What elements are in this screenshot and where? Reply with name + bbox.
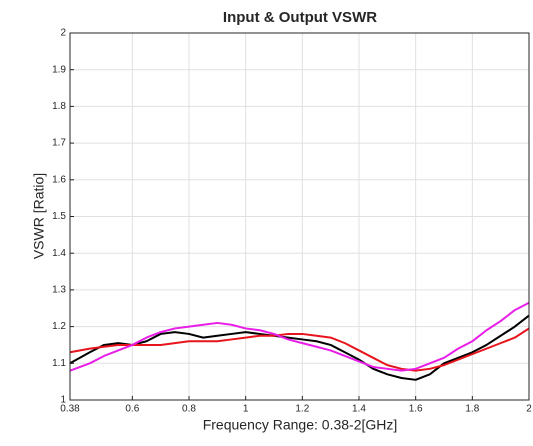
x-tick-label: 0.38	[60, 404, 80, 415]
y-tick-label: 1.5	[52, 211, 66, 222]
plot-frame	[69, 32, 530, 401]
y-tick-label: 1.1	[52, 358, 66, 369]
series-line	[69, 301, 530, 372]
series-line	[69, 314, 530, 381]
x-tick-label: 1.6	[409, 404, 423, 415]
y-tick-label: 1.6	[52, 174, 66, 185]
x-tick-label: 0.6	[125, 404, 139, 415]
y-tick-label: 1.2	[52, 321, 66, 332]
y-tick-label: 1.4	[52, 248, 66, 259]
y-axis-label: VSWR [Ratio]	[31, 173, 47, 259]
y-tick-label: 1.7	[52, 138, 66, 149]
y-tick-label: 1.3	[52, 285, 66, 296]
x-tick-label: 0.8	[182, 404, 196, 415]
x-tick-label: 1.4	[352, 404, 366, 415]
x-axis-label: Frequency Range: 0.38-2[GHz]	[203, 417, 398, 433]
series-line	[69, 327, 530, 372]
y-tick-label: 1.8	[52, 101, 66, 112]
y-tick-label: 1.9	[52, 64, 66, 75]
x-tick-label: 1.2	[295, 404, 309, 415]
y-tick-label: 1	[60, 395, 66, 406]
x-tick-label: 1.8	[465, 404, 479, 415]
x-tick-label: 2	[526, 404, 532, 415]
chart-title: Input & Output VSWR	[223, 9, 377, 26]
x-tick-label: 1	[243, 404, 249, 415]
y-tick-label: 2	[60, 28, 66, 39]
